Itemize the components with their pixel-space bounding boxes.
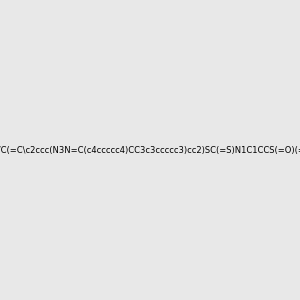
Text: O=C1/C(=C\c2ccc(N3N=C(c4ccccc4)CC3c3ccccc3)cc2)SC(=S)N1C1CCS(=O)(=O)C1: O=C1/C(=C\c2ccc(N3N=C(c4ccccc4)CC3c3cccc… bbox=[0, 146, 300, 154]
